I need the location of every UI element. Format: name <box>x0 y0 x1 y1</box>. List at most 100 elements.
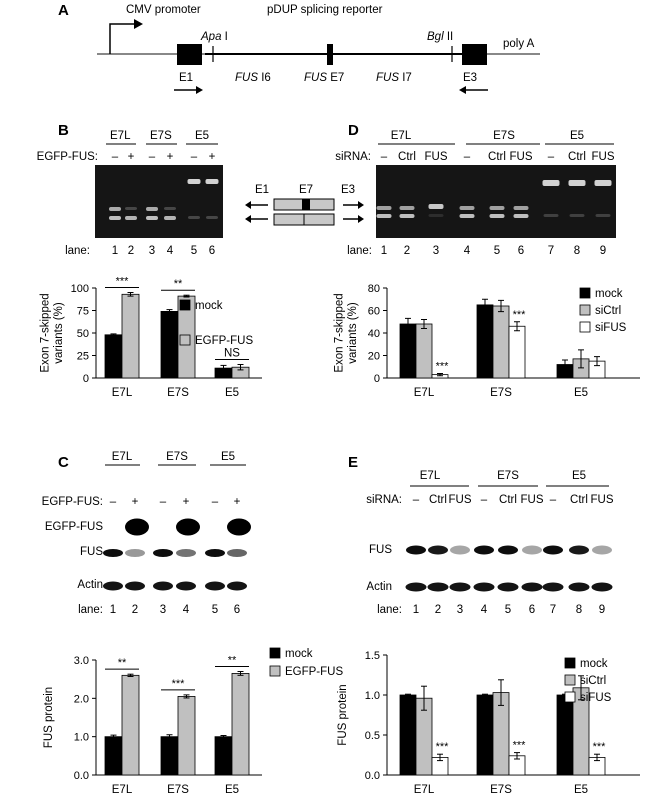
y-tick-label: 0 <box>374 373 380 385</box>
right-pointer-arrowhead <box>358 201 364 209</box>
chart-d-exon7-skipping: 0 20 40 60 80 Exon 7-skippedvariants (%) E7L **… <box>334 283 640 399</box>
y-tick-label: 80 <box>368 283 380 295</box>
fus-band <box>450 545 470 555</box>
gel-band <box>376 214 392 218</box>
panel-c-blot-block: E7L E7S E5 EGFP-FUS: – + – + – + EGFP-FUS FUS… <box>42 451 251 616</box>
y-tick-label: 1.5 <box>365 650 380 662</box>
group-label-e5: E5 <box>572 470 586 482</box>
gel-bands <box>109 179 219 220</box>
legend-swatch <box>579 304 591 316</box>
legend-swatch <box>564 657 576 669</box>
condition-mark: + <box>167 151 174 163</box>
bar <box>556 694 574 776</box>
x-category-label: E5 <box>225 387 239 399</box>
legend-label: mock <box>285 648 313 660</box>
condition-label: EGFP-FUS: <box>42 496 103 508</box>
lane-number: 1 <box>381 245 387 257</box>
y-axis-label-line: Exon 7-skipped <box>40 293 52 372</box>
reverse-primer-arrowhead <box>459 86 466 94</box>
legend-swatch <box>579 321 591 333</box>
condition-mark: Ctrl <box>570 494 588 506</box>
condition-mark: + <box>132 496 139 508</box>
apa-label: Apa I <box>200 31 228 43</box>
significance-mark: *** <box>116 276 130 288</box>
x-category-label: E5 <box>574 387 588 399</box>
row-label-fus: FUS <box>80 546 103 558</box>
legend-label: mock <box>195 300 223 312</box>
significance-mark: *** <box>593 741 607 753</box>
fus-band <box>103 549 123 557</box>
gel-band <box>543 214 559 217</box>
left-pointer-arrowhead <box>245 215 251 223</box>
lane-number: 7 <box>550 604 556 616</box>
condition-mark: + <box>234 496 241 508</box>
y-tick-label: 60 <box>368 306 380 318</box>
panel-label-d: D <box>348 122 359 139</box>
x-category-label: E7S <box>490 387 512 399</box>
gel-band <box>164 207 176 210</box>
construct-diagram: CMV promoter pDUP splicing reporter Apa … <box>97 4 540 94</box>
gel-band <box>109 216 121 220</box>
bar <box>177 696 196 776</box>
actin-band <box>542 582 564 592</box>
splice-variant-schematic: E1 E7 E3 <box>245 184 364 226</box>
lane-number: 5 <box>505 604 511 616</box>
exon-1-box <box>177 44 202 65</box>
forward-primer-arrowhead <box>196 86 203 94</box>
y-axis-label: FUS protein <box>337 684 349 745</box>
fus-e7-label: FUS E7 <box>304 72 344 84</box>
y-tick-label: 75 <box>77 306 89 318</box>
chart-e-fus-protein: 0.0 0.5 1.0 1.5 FUS protein E7L *** E7S *** E5 ***… <box>337 650 640 796</box>
lane-number: 9 <box>600 245 606 257</box>
x-category-label: E7L <box>112 784 133 796</box>
schematic-e1-label: E1 <box>255 184 269 196</box>
condition-mark: – <box>548 151 555 163</box>
row-label-actin: Actin <box>366 581 392 593</box>
condition-mark: – <box>550 494 557 506</box>
group-label-e5: E5 <box>221 451 235 463</box>
fus-band <box>406 545 426 555</box>
actin-band <box>176 581 196 591</box>
condition-mark: – <box>481 494 488 506</box>
fus-band <box>522 545 542 555</box>
actin-band <box>205 581 225 591</box>
y-tick-label: 20 <box>368 351 380 363</box>
x-category-label: E7L <box>112 387 133 399</box>
e7-name: E7 <box>330 72 344 84</box>
gel-band <box>595 214 611 217</box>
actin-band <box>125 581 145 591</box>
lane-number: 4 <box>481 604 488 616</box>
bar <box>104 334 123 379</box>
condition-mark: Ctrl <box>499 494 517 506</box>
blot-bands <box>405 545 613 592</box>
egfp-fus-band <box>176 518 200 536</box>
row-label-egfp-fus: EGFP-FUS <box>45 521 103 533</box>
y-axis-label: FUS protein <box>43 687 55 748</box>
exon-3-box <box>462 44 487 65</box>
bar <box>492 305 510 379</box>
lane-number: 8 <box>576 604 582 616</box>
significance-mark: ** <box>228 655 237 667</box>
condition-mark: – <box>464 151 471 163</box>
y-tick-label: 0.5 <box>365 730 380 742</box>
legend-swatch <box>564 674 576 686</box>
legend-label: siCtrl <box>580 675 606 687</box>
fus-i6-label: FUS I6 <box>235 72 271 84</box>
fus-band <box>205 549 225 557</box>
bgl-label: Bgl II <box>427 31 453 43</box>
lane-number: 1 <box>413 604 419 616</box>
legend-swatch <box>564 691 576 703</box>
fus-i7-label: FUS I7 <box>376 72 412 84</box>
legend-swatch <box>269 647 281 659</box>
group-label-e7l: E7L <box>420 470 441 482</box>
reporter-label: pDUP splicing reporter <box>267 4 383 16</box>
gel-band <box>376 206 392 210</box>
blot-bands <box>103 518 251 591</box>
significance-mark: *** <box>436 361 450 373</box>
condition-mark: Ctrl <box>398 151 416 163</box>
lane-label: lane: <box>347 245 372 257</box>
chart-b-exon7-skipping: 0 25 50 75 100 Exon 7-skippedvariants (%) E7L *… <box>40 276 262 399</box>
y-tick-label: 50 <box>77 328 89 340</box>
